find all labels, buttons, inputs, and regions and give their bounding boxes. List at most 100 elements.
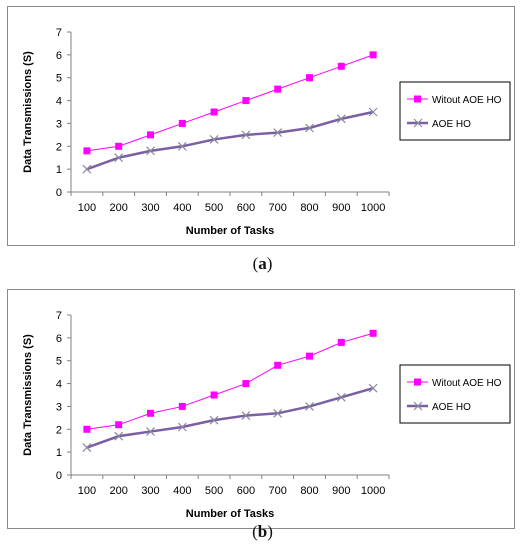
caption-a-open: ( [252, 254, 259, 273]
data-point-square [369, 329, 377, 337]
data-point-x [82, 164, 92, 174]
chart-panel-a: 0 1 2 3 4 5 6 7 100 200 300 400 500 600 700 800 900 1000 N… [7, 6, 515, 246]
x-tick-label: 900 [332, 485, 350, 497]
x-tick-label: 900 [332, 202, 350, 214]
x-tick-label: 300 [141, 202, 159, 214]
chart-a-svg: 0 1 2 3 4 5 6 7 100 200 300 400 500 600 700 800 900 1000 N… [22, 27, 511, 237]
data-point-x-glyph [114, 153, 124, 163]
legend-label-aoe-ho: AOE HO [432, 119, 471, 130]
y-tick-label: 0 [56, 470, 62, 482]
y-tick-label: 0 [56, 187, 62, 199]
data-point-x [368, 383, 378, 393]
y-tick-label: 3 [56, 401, 62, 413]
y-tick-label: 2 [56, 424, 62, 436]
data-point-x-glyph [368, 383, 378, 393]
chart-panel-b: 0 1 2 3 4 5 6 7 100 200 300 400 500 600 700 800 900 1000 N… [7, 289, 515, 529]
data-point-square [274, 85, 282, 93]
data-point-square [83, 147, 91, 155]
data-point-square [306, 74, 313, 82]
y-tick-label: 6 [56, 333, 62, 345]
legend-marker-x [413, 118, 423, 128]
data-point-square [242, 380, 250, 388]
data-point-x [114, 431, 124, 441]
data-point-x [209, 135, 219, 144]
data-point-x-glyph [273, 128, 283, 137]
caption-b: (b) [0, 522, 525, 542]
y-tick-label: 6 [56, 50, 62, 62]
data-point-square [147, 409, 154, 417]
data-point-x [146, 146, 155, 156]
caption-a-letter: a [258, 254, 267, 273]
data-point-x-glyph [114, 431, 124, 441]
data-point-square [369, 51, 377, 59]
data-point-x-glyph [336, 114, 346, 124]
x-tick-label: 1000 [361, 485, 385, 497]
data-point-x [241, 130, 251, 140]
data-point-square [178, 402, 186, 410]
x-tick-label: 800 [300, 485, 318, 497]
x-tick-label: 700 [269, 202, 287, 214]
data-point-x [241, 411, 251, 420]
data-point-x-glyph [305, 123, 314, 133]
data-point-x [177, 141, 187, 151]
data-point-square [306, 352, 313, 360]
x-tick-label: 600 [237, 485, 255, 497]
data-point-square [337, 338, 345, 346]
x-axis-title: Number of Tasks [186, 508, 274, 520]
data-point-x-glyph [209, 135, 219, 144]
x-tick-label: 300 [141, 485, 159, 497]
data-point-x [114, 153, 124, 163]
y-tick-label: 4 [56, 96, 62, 108]
data-point-x-glyph [273, 408, 283, 418]
y-axis-title: Data Transmissions (S) [22, 51, 34, 173]
x-axis-title: Number of Tasks [186, 225, 274, 237]
y-axis-title: Data Transmissions (S) [22, 334, 34, 456]
data-point-square [337, 62, 345, 70]
data-point-square [242, 97, 250, 105]
series-aoe-ho-line [86, 110, 374, 171]
data-point-x [273, 128, 283, 137]
data-point-square [147, 131, 154, 139]
y-tick-label: 5 [56, 356, 62, 368]
data-point-x-glyph [177, 422, 187, 432]
data-point-square [210, 391, 218, 399]
data-point-square [115, 421, 123, 429]
series-aoe-ho-line [86, 386, 374, 449]
data-point-square [115, 142, 123, 150]
y-tick-label: 1 [56, 447, 62, 459]
data-point-x [336, 114, 346, 124]
data-point-x [368, 107, 378, 117]
y-tick-label: 1 [56, 164, 62, 176]
data-point-x [177, 422, 187, 432]
y-tick-label: 3 [56, 118, 62, 130]
chart-b-svg: 0 1 2 3 4 5 6 7 100 200 300 400 500 600 700 800 900 1000 N… [22, 310, 511, 520]
caption-a: (a) [0, 254, 525, 274]
legend-box [399, 81, 511, 141]
data-point-x [209, 415, 219, 425]
x-tick-label: 800 [300, 202, 318, 214]
x-tick-label: 1000 [361, 202, 385, 214]
legend-box [399, 364, 511, 424]
data-point-x-glyph [177, 141, 187, 151]
caption-b-close: ) [267, 522, 273, 541]
x-tick-label: 500 [205, 202, 223, 214]
data-point-x-glyph [241, 411, 251, 420]
data-point-x [146, 427, 155, 436]
data-point-x [273, 408, 283, 418]
legend-marker-square [414, 378, 421, 386]
legend-marker-square [414, 95, 421, 103]
legend-label-without-aoe-ho: Witout AOE HO [432, 95, 502, 106]
data-point-square [83, 425, 91, 433]
legend-label-without-aoe-ho: Witout AOE HO [432, 378, 502, 389]
data-point-x-glyph [82, 164, 92, 174]
y-tick-label: 7 [56, 310, 62, 322]
legend-marker-x [413, 401, 423, 411]
legend-label-aoe-ho: AOE HO [432, 402, 471, 413]
data-point-x-glyph [209, 415, 219, 425]
x-tick-label: 500 [205, 485, 223, 497]
data-point-x [305, 123, 314, 133]
data-point-square [210, 108, 218, 116]
x-tick-label: 100 [78, 485, 96, 497]
caption-b-letter: b [257, 522, 268, 541]
data-point-x-glyph [241, 130, 251, 140]
